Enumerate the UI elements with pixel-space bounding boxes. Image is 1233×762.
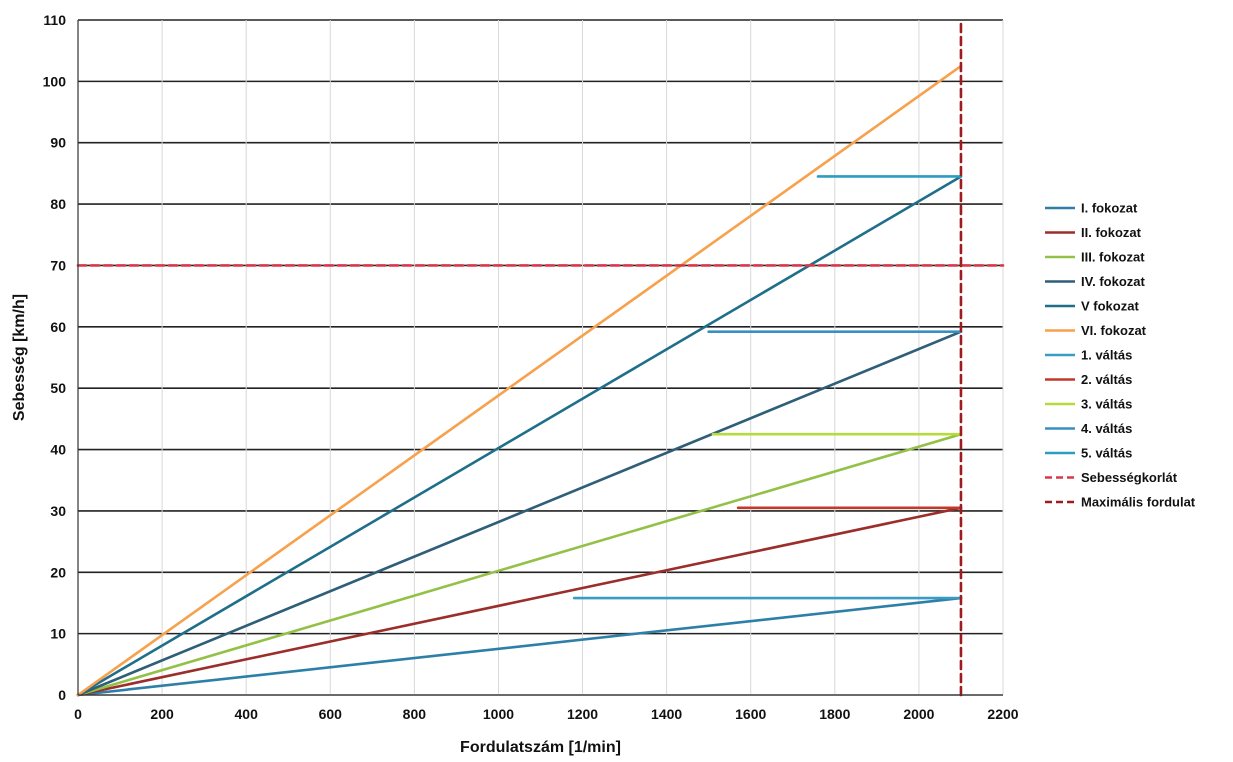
y-tick-label: 100 xyxy=(43,73,67,89)
legend-label: III. fokozat xyxy=(1081,250,1145,265)
x-tick-label: 1400 xyxy=(651,706,682,722)
y-tick-label: 110 xyxy=(43,12,66,28)
legend-label: 5. váltás xyxy=(1081,446,1132,461)
y-tick-label: 40 xyxy=(50,442,66,458)
x-tick-label: 200 xyxy=(150,706,174,722)
y-tick-label: 20 xyxy=(50,564,66,580)
legend-label: 3. váltás xyxy=(1081,397,1132,412)
legend-label: V fokozat xyxy=(1081,299,1139,314)
x-tick-label: 2200 xyxy=(987,706,1018,722)
x-tick-label: 1200 xyxy=(567,706,598,722)
y-tick-label: 0 xyxy=(58,687,66,703)
y-tick-label: 70 xyxy=(50,257,66,273)
x-tick-label: 1000 xyxy=(483,706,514,722)
x-tick-label: 2000 xyxy=(903,706,934,722)
y-axis-title: Sebesség [km/h] xyxy=(11,294,28,421)
legend-label: Maximális fordulat xyxy=(1081,495,1196,510)
legend-label: 2. váltás xyxy=(1081,372,1132,387)
x-tick-label: 1600 xyxy=(735,706,766,722)
legend-label: IV. fokozat xyxy=(1081,274,1145,289)
series-line-1 xyxy=(76,596,963,697)
legend-label: 4. váltás xyxy=(1081,421,1132,436)
series-line-2 xyxy=(76,506,963,697)
x-tick-label: 0 xyxy=(74,706,82,722)
legend-label: I. fokozat xyxy=(1081,201,1138,216)
x-tick-label: 600 xyxy=(319,706,343,722)
y-tick-label: 30 xyxy=(50,503,66,519)
y-tick-label: 60 xyxy=(50,319,66,335)
y-tick-label: 10 xyxy=(50,626,66,642)
series-line-5 xyxy=(76,175,963,697)
x-tick-label: 800 xyxy=(403,706,427,722)
y-tick-label: 50 xyxy=(50,380,66,396)
x-tick-label: 1800 xyxy=(819,706,850,722)
x-axis-title: Fordulatszám [1/min] xyxy=(460,739,621,756)
y-tick-label: 80 xyxy=(50,196,66,212)
legend-label: VI. fokozat xyxy=(1081,323,1147,338)
x-tick-label: 400 xyxy=(235,706,259,722)
series-line-3 xyxy=(76,432,963,697)
legend-label: II. fokozat xyxy=(1081,225,1142,240)
legend-label: 1. váltás xyxy=(1081,348,1132,363)
legend-label: Sebességkorlát xyxy=(1081,470,1178,485)
series-line-6 xyxy=(76,64,963,697)
series-line-4 xyxy=(76,330,963,697)
y-tick-label: 90 xyxy=(50,135,66,151)
